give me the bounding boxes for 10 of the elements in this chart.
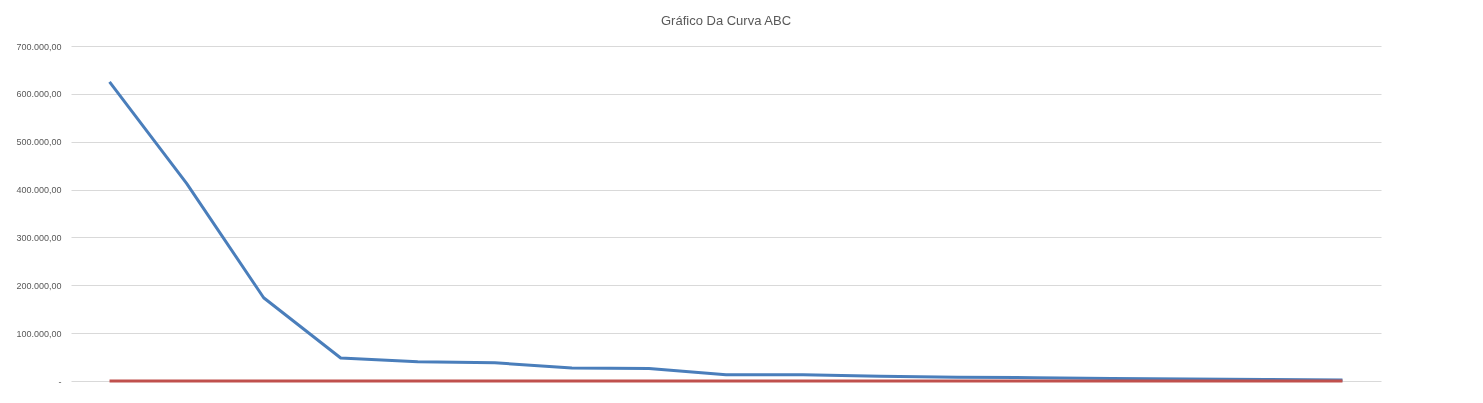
y-tick-label: 600.000,00 (16, 89, 62, 100)
y-tick-label: - (58, 376, 62, 387)
y-tick-label: 400.000,00 (16, 185, 62, 196)
y-tick-label: 700.000,00 (16, 41, 62, 52)
line-series (108, 80, 1344, 382)
y-tick-label: 500.000,00 (16, 137, 62, 148)
y-tick-label: 100.000,00 (16, 328, 62, 339)
y-tick-label: 300.000,00 (16, 232, 62, 243)
y-tick-label: 200.000,00 (16, 280, 62, 291)
chart-title: Gráfico Da Curva ABC (660, 13, 792, 28)
